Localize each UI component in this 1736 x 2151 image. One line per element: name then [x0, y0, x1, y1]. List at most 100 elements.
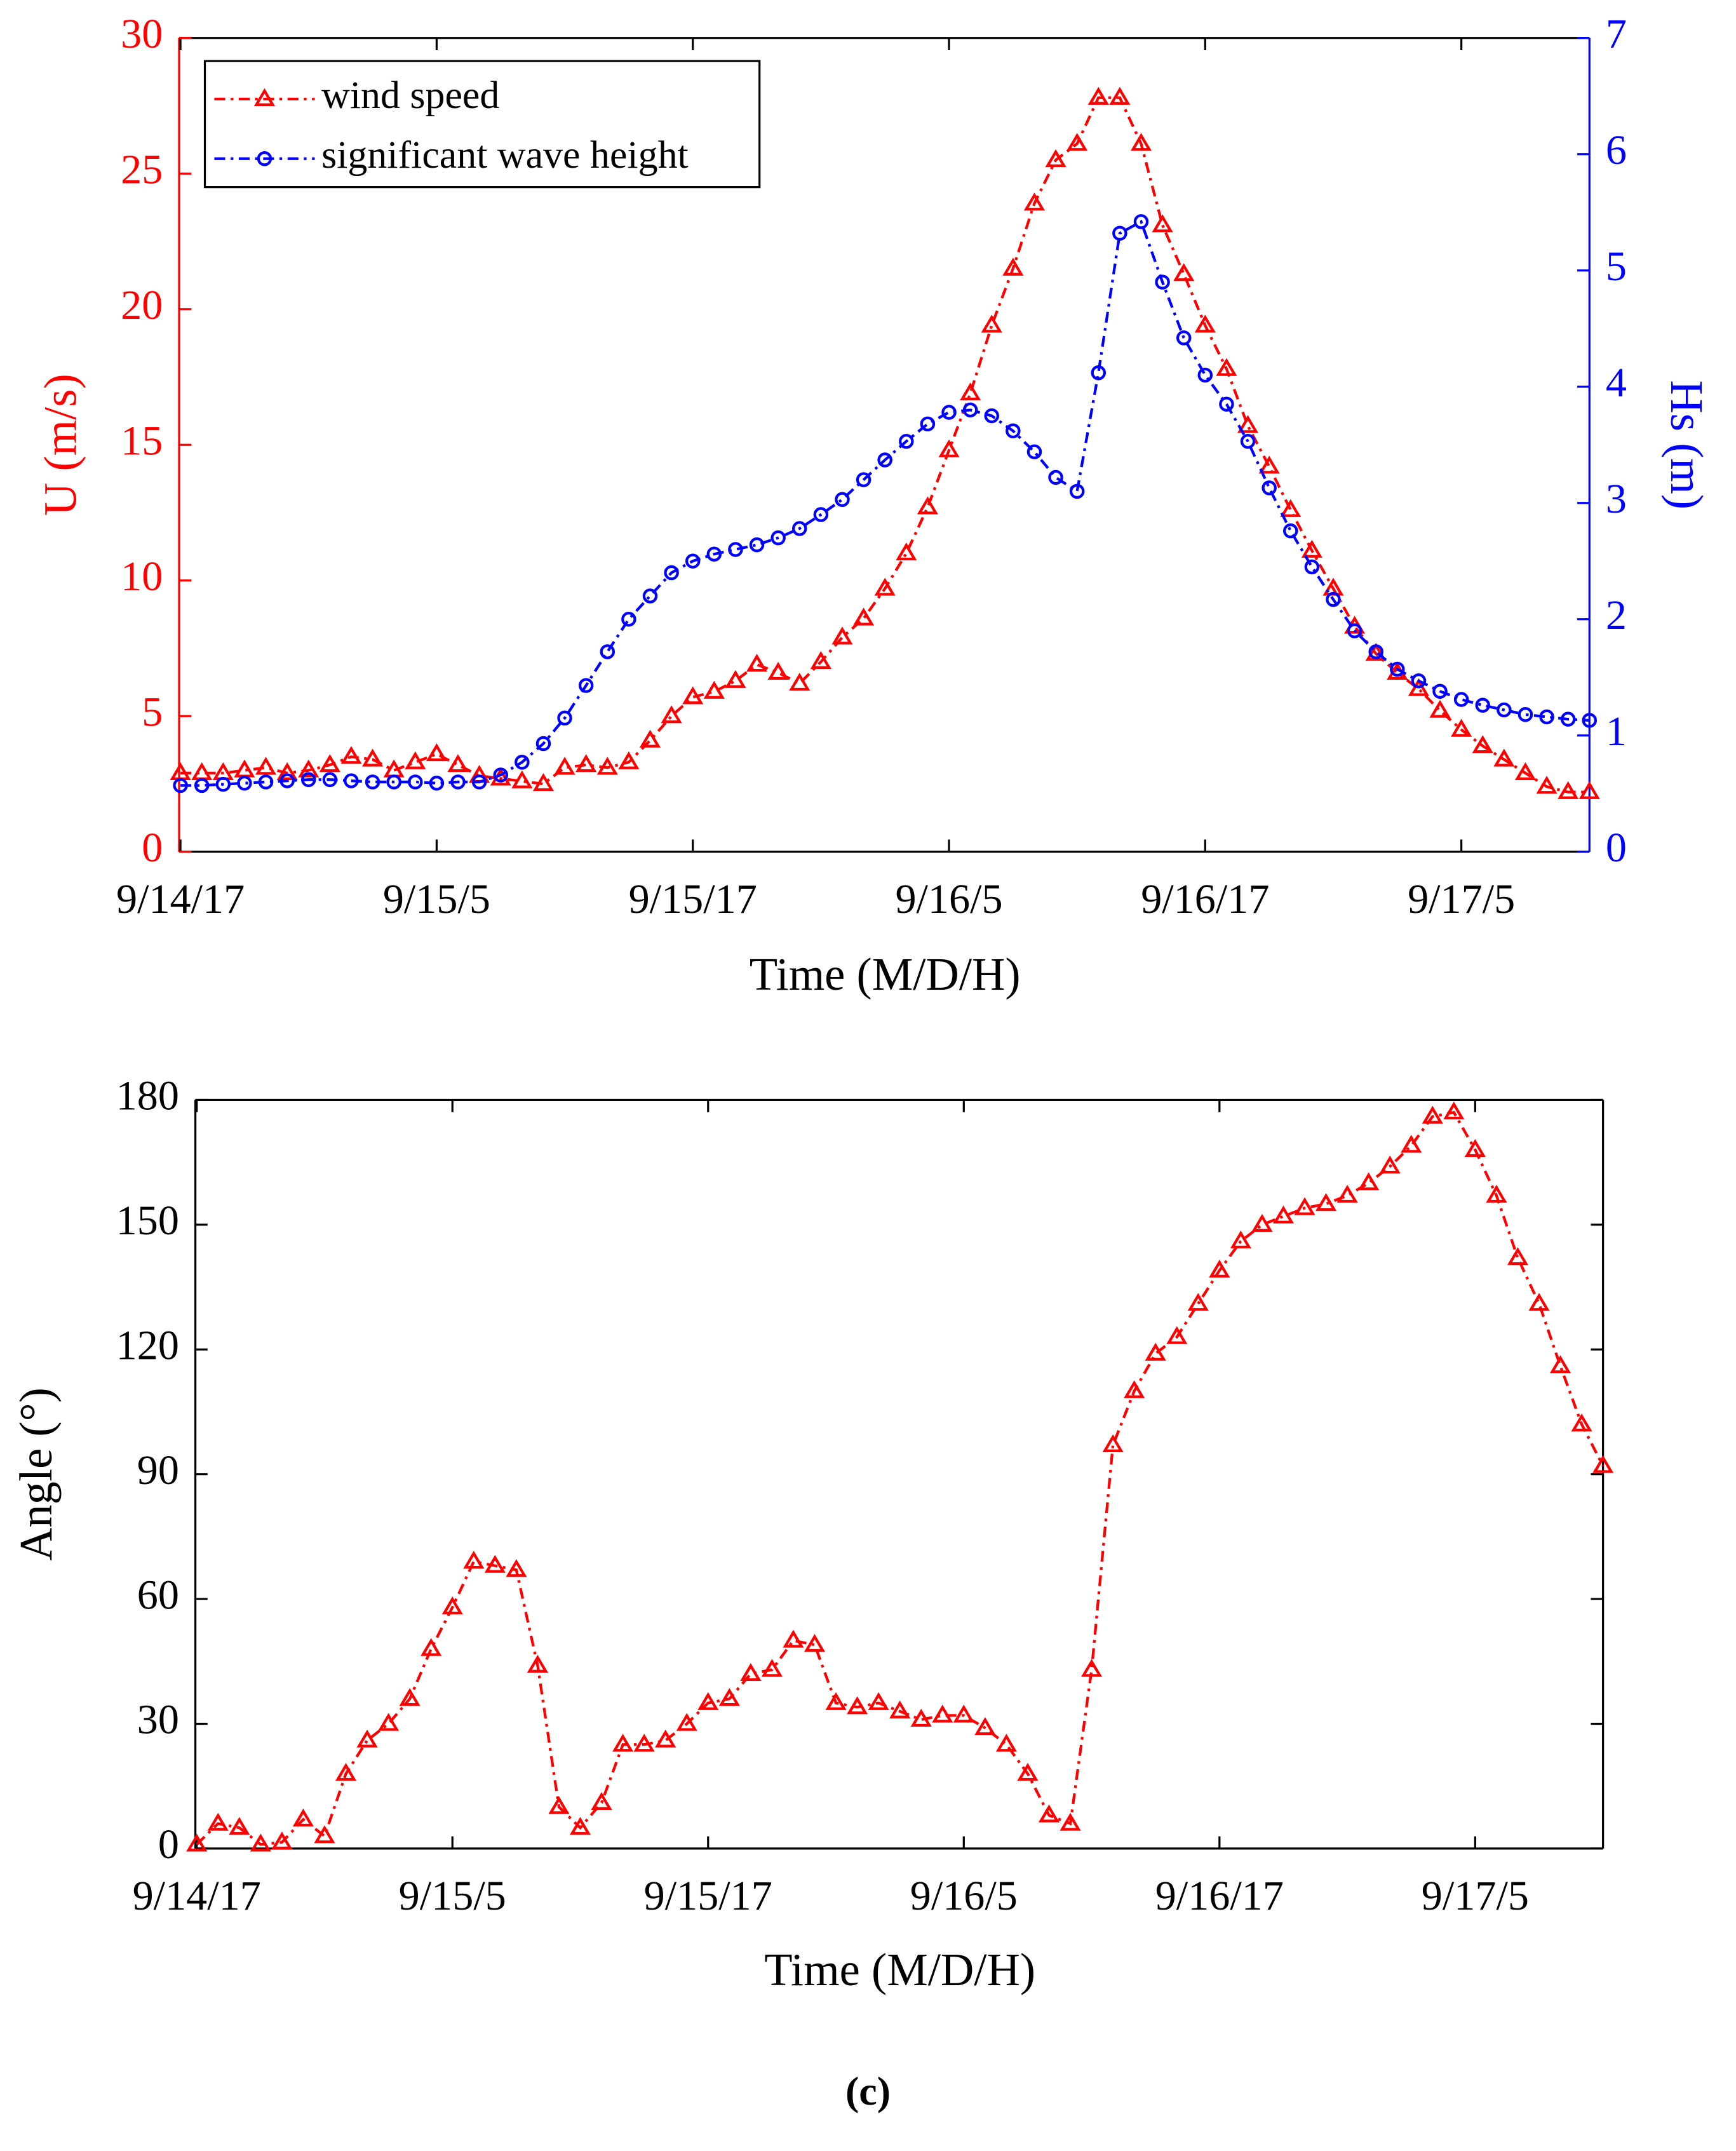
marker: [1109, 86, 1131, 105]
marker: [1006, 423, 1021, 439]
marker: [1262, 480, 1277, 496]
marker: [1304, 559, 1320, 575]
marker: [447, 754, 469, 772]
marker: [1472, 735, 1493, 753]
marker: [1112, 226, 1127, 241]
marker: [1017, 1763, 1039, 1781]
marker: [874, 577, 896, 596]
marker: [1209, 1259, 1230, 1278]
marker: [258, 774, 274, 790]
marker: [1166, 1326, 1188, 1344]
marker: [319, 754, 340, 772]
x-tick-label: 9/15/5: [399, 1873, 506, 1919]
marker: [506, 1559, 527, 1577]
marker: [938, 439, 960, 457]
marker: [1272, 1205, 1295, 1224]
marker: [899, 434, 914, 449]
marker: [1038, 1804, 1060, 1823]
marker: [340, 746, 362, 764]
marker: [596, 757, 618, 775]
marker: [1464, 1138, 1486, 1157]
x-tick-label: 9/14/17: [116, 876, 245, 922]
marker: [1133, 214, 1149, 229]
y2-tick-label: 1: [1606, 708, 1627, 755]
marker: [1081, 1659, 1103, 1677]
y2-axis-label: Hs (m): [1661, 380, 1712, 509]
y-tick-label: 15: [121, 417, 163, 464]
marker: [984, 408, 999, 424]
x-axis-label: Time (M/D/H): [764, 1944, 1035, 1995]
marker: [386, 774, 401, 790]
marker: [761, 1659, 783, 1677]
marker: [1283, 523, 1298, 539]
marker: [1301, 539, 1322, 558]
chart: 9/14/17 9/15/5 9/15/17 9/16/5 9/16/17 9/17/5 0…: [34, 11, 1712, 1000]
marker: [633, 1734, 655, 1752]
marker: [186, 1833, 208, 1852]
legend-label: significant wave height: [321, 133, 689, 177]
marker: [825, 1692, 847, 1710]
marker: [1528, 1293, 1550, 1311]
marker: [532, 772, 554, 792]
marker: [548, 1796, 570, 1814]
marker: [960, 382, 981, 401]
x-tick-label: 9/16/5: [910, 1873, 1018, 1919]
y2-tick-label: 6: [1606, 127, 1627, 173]
marker: [896, 543, 917, 561]
marker: [1379, 1156, 1401, 1174]
marker: [1578, 781, 1600, 799]
marker: [835, 492, 850, 508]
marker: [1237, 415, 1259, 433]
marker: [792, 521, 807, 536]
y-tick-label: 90: [137, 1447, 179, 1494]
marker: [847, 1696, 868, 1715]
marker: [250, 1833, 271, 1852]
marker: [889, 1700, 911, 1718]
marker: [1411, 673, 1427, 689]
marker: [1486, 1184, 1507, 1203]
marker: [1091, 365, 1107, 381]
marker: [493, 767, 508, 783]
marker: [1258, 455, 1280, 474]
marker: [1060, 1812, 1081, 1831]
marker: [1315, 1193, 1337, 1211]
marker: [515, 755, 530, 770]
marker: [255, 757, 277, 775]
marker: [271, 1831, 293, 1850]
marker: [1560, 711, 1576, 727]
marker: [1550, 1355, 1571, 1373]
marker: [600, 644, 616, 659]
marker: [932, 1704, 953, 1723]
marker: [639, 729, 661, 748]
chart: 9/14/17 9/15/5 9/15/17 9/16/5 9/16/17 9/17/5 0…: [10, 1073, 1614, 1995]
y2-tick-label: 7: [1606, 11, 1627, 57]
marker: [463, 1551, 485, 1569]
marker: [1294, 1197, 1315, 1215]
marker: [335, 1763, 357, 1781]
marker: [746, 654, 768, 672]
marker: [1592, 1455, 1614, 1473]
marker: [728, 542, 743, 557]
marker: [725, 670, 746, 688]
x-tick-label: 9/14/17: [133, 1873, 261, 1919]
marker: [1048, 469, 1063, 485]
marker: [554, 757, 575, 775]
marker: [655, 1729, 676, 1748]
marker: [697, 1692, 719, 1710]
marker: [1045, 149, 1066, 168]
marker: [322, 772, 338, 788]
marker: [207, 1812, 229, 1831]
marker: [1507, 1247, 1528, 1265]
marker: [1155, 274, 1170, 290]
y-axis-label: U (m/s): [34, 374, 86, 516]
marker: [344, 773, 359, 788]
marker: [1130, 133, 1152, 151]
marker: [527, 1654, 548, 1673]
marker: [853, 607, 875, 626]
marker: [661, 705, 682, 724]
y2-tick-label: 4: [1606, 360, 1627, 406]
marker: [471, 774, 487, 790]
marker: [685, 553, 701, 569]
marker: [1493, 748, 1515, 767]
